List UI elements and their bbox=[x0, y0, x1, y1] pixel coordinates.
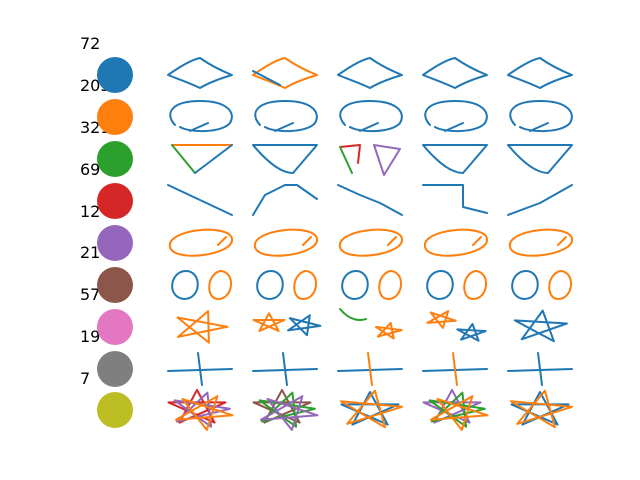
rhombus-sketch bbox=[252, 70, 281, 86]
class-color-circle bbox=[97, 392, 133, 428]
oval-sketch bbox=[508, 228, 573, 257]
sketch-thumbnails bbox=[167, 57, 574, 431]
triangle-sketch bbox=[339, 144, 361, 164]
row-count-label: 19 bbox=[80, 327, 100, 346]
double-circle-sketch bbox=[378, 270, 402, 300]
triangle-sketch bbox=[252, 144, 318, 174]
star-sketch bbox=[339, 308, 367, 321]
triangle-sketch bbox=[507, 144, 573, 174]
triangle-sketch bbox=[339, 146, 353, 174]
ellipse-sketch bbox=[339, 100, 403, 133]
class-color-circle bbox=[97, 309, 133, 345]
double-circle-sketch bbox=[548, 270, 572, 300]
line-sketch bbox=[507, 184, 573, 216]
double-circle-sketch bbox=[426, 270, 454, 300]
line-sketch bbox=[337, 184, 403, 216]
filled-star-sketch bbox=[509, 389, 574, 429]
oval-sketch bbox=[253, 228, 318, 257]
star-sketch bbox=[456, 323, 487, 342]
double-circle-sketch bbox=[341, 270, 369, 300]
row-count-labels: 72 205 321 69 12 21 57 19 7 bbox=[80, 34, 111, 388]
class-color-circles bbox=[97, 57, 133, 428]
class-color-circle bbox=[97, 225, 133, 261]
star-sketch bbox=[375, 321, 403, 340]
filled-star-sketch bbox=[339, 389, 404, 429]
triangle-sketch bbox=[373, 144, 401, 176]
class-color-circle bbox=[97, 57, 133, 93]
triangle-sketch bbox=[422, 144, 488, 174]
star-sketch bbox=[513, 309, 568, 343]
row-count-label: 12 bbox=[80, 202, 100, 221]
filled-star-sketch bbox=[174, 395, 234, 431]
rhombus-sketch bbox=[167, 57, 233, 89]
filled-star-sketch bbox=[429, 395, 489, 431]
double-circle-sketch bbox=[171, 270, 199, 300]
ellipse-sketch bbox=[424, 100, 488, 133]
class-color-circle bbox=[97, 183, 133, 219]
ellipse-sketch bbox=[169, 100, 233, 133]
triangle-sketch bbox=[194, 144, 233, 174]
oval-sketch bbox=[168, 228, 233, 257]
star-sketch bbox=[176, 310, 229, 344]
star-sketch bbox=[252, 312, 286, 332]
rhombus-sketch bbox=[507, 57, 573, 89]
oval-sketch bbox=[338, 228, 403, 257]
cross-sketch bbox=[537, 352, 543, 386]
class-color-circle bbox=[97, 351, 133, 387]
filled-star-sketch bbox=[259, 395, 319, 431]
cross-sketch bbox=[452, 352, 458, 386]
line-sketch bbox=[422, 184, 488, 214]
line-sketch bbox=[167, 184, 233, 216]
double-circle-sketch bbox=[463, 270, 487, 300]
line-sketch bbox=[252, 184, 318, 216]
star-sketch bbox=[287, 314, 322, 337]
ellipse-sketch bbox=[509, 100, 573, 133]
oval-sketch bbox=[423, 228, 488, 257]
ellipse-sketch bbox=[254, 100, 318, 133]
double-circle-sketch bbox=[256, 270, 284, 300]
row-count-label: 21 bbox=[80, 243, 100, 262]
double-circle-sketch bbox=[511, 270, 539, 300]
class-color-circle bbox=[97, 99, 133, 135]
triangle-sketch bbox=[171, 144, 196, 174]
row-count-label: 7 bbox=[80, 369, 90, 388]
double-circle-sketch bbox=[293, 270, 317, 300]
rhombus-sketch bbox=[252, 57, 318, 89]
row-count-label: 57 bbox=[80, 285, 100, 304]
class-color-circle bbox=[97, 141, 133, 177]
cross-sketch bbox=[367, 352, 373, 386]
rhombus-sketch bbox=[337, 57, 403, 89]
double-circle-sketch bbox=[208, 270, 232, 300]
cross-sketch bbox=[197, 352, 203, 386]
star-sketch bbox=[426, 310, 457, 329]
row-count-label: 69 bbox=[80, 160, 100, 179]
class-color-circle bbox=[97, 267, 133, 303]
cross-sketch bbox=[282, 352, 288, 386]
rhombus-sketch bbox=[422, 57, 488, 89]
row-count-label: 72 bbox=[80, 34, 100, 53]
